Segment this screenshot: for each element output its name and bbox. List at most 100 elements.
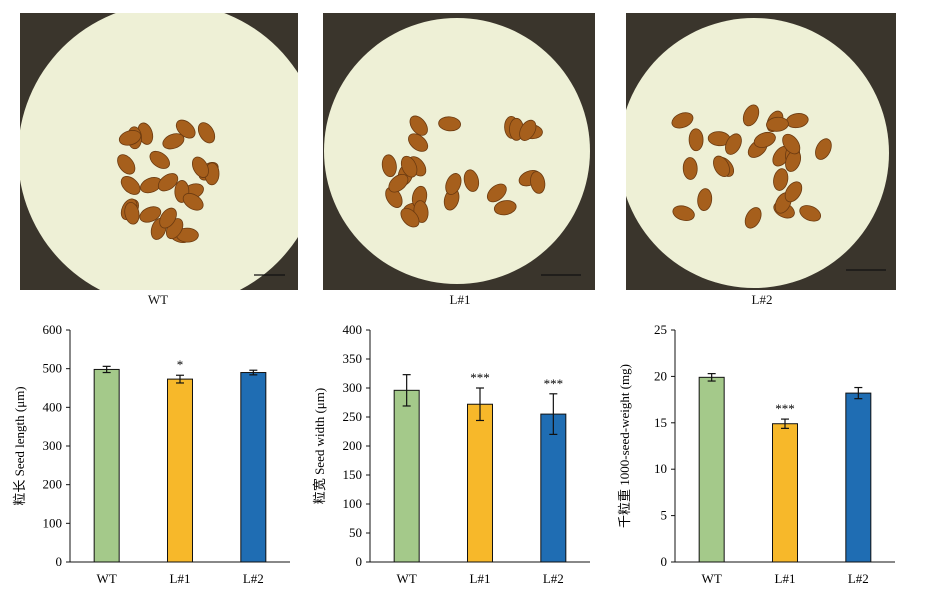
y-tick-label: 400: [343, 322, 363, 337]
seed: [400, 207, 420, 228]
significance-marker: ***: [470, 370, 490, 385]
y-tick-label: 25: [654, 322, 667, 337]
x-tick-label: WT: [97, 571, 117, 586]
bar-l1: [772, 423, 798, 563]
error-bar: [176, 374, 184, 384]
seed: [671, 112, 694, 129]
seed: [400, 155, 418, 178]
y-tick-label: 0: [56, 554, 63, 569]
y-tick-label: 250: [343, 409, 363, 424]
seed: [742, 104, 760, 127]
seed: [725, 133, 742, 155]
y-tick-label: 150: [343, 467, 363, 482]
seed: [124, 201, 140, 225]
seed: [688, 128, 704, 152]
seed: [408, 133, 429, 152]
y-tick-label: 100: [343, 496, 363, 511]
y-tick-label: 15: [654, 415, 667, 430]
y-tick-label: 400: [43, 399, 63, 414]
seed: [117, 154, 136, 175]
y-tick-label: 50: [349, 525, 362, 540]
seed: [753, 131, 776, 148]
seed: [782, 133, 801, 155]
bar-l2: [240, 372, 267, 563]
seed: [486, 183, 507, 203]
error-bar: [549, 393, 558, 436]
y-tick-label: 200: [343, 438, 363, 453]
seed: [197, 122, 216, 144]
seed: [815, 138, 832, 160]
seed: [438, 116, 461, 132]
x-tick-label: L#1: [170, 571, 191, 586]
bar-l1: [467, 403, 493, 563]
seed-cluster: [381, 115, 546, 228]
y-tick-label: 20: [654, 368, 667, 383]
y-tick-label: 200: [43, 477, 63, 492]
seed: [773, 168, 789, 191]
seed: [182, 193, 204, 211]
bar-l2: [540, 413, 567, 563]
seed: [175, 119, 196, 139]
seed-cluster: [671, 104, 832, 229]
y-axis-label: 粒长 Seed length (μm): [12, 386, 27, 505]
seed: [162, 133, 185, 150]
y-tick-label: 600: [43, 322, 63, 337]
error-bar: [402, 374, 411, 407]
seed: [409, 115, 428, 136]
seed: [799, 205, 822, 222]
y-tick-label: 500: [43, 361, 63, 376]
seed: [445, 173, 462, 195]
seed: [157, 173, 179, 192]
chart-seed-width-svg: 0 50 100 150 200 250 300 350 400 粒宽 Seed width (μ…: [312, 322, 590, 586]
seed-photo-wt-image: [20, 13, 298, 290]
seed: [120, 176, 141, 195]
seed: [493, 200, 517, 216]
seed: [697, 188, 713, 211]
bar-wt: [393, 389, 420, 563]
bar-l2: [845, 392, 872, 563]
y-tick-label: 5: [661, 508, 668, 523]
seed-photo-l1: [323, 13, 595, 290]
seed: [519, 119, 537, 141]
seed: [388, 173, 409, 193]
y-axis-label: 粒宽 Seed width (μm): [312, 388, 327, 504]
bar-wt: [93, 368, 120, 563]
y-tick-label: 0: [356, 554, 363, 569]
error-bar: [854, 386, 863, 400]
x-tick-label: L#2: [243, 571, 264, 586]
y-tick-label: 0: [661, 554, 668, 569]
seed: [713, 155, 730, 178]
chart-seed-weight-svg: 0 5 10 15 20 25 千粒重 1000-seed-weight (mg) WT ***…: [617, 322, 895, 586]
significance-marker: *: [177, 357, 184, 372]
x-tick-label: L#2: [848, 571, 869, 586]
seed: [139, 206, 162, 223]
seed: [463, 169, 480, 192]
seed: [149, 150, 170, 169]
significance-marker: ***: [544, 376, 564, 391]
x-tick-label: WT: [702, 571, 722, 586]
seed: [682, 157, 698, 180]
x-tick-label: WT: [397, 571, 417, 586]
error-bar: [707, 373, 716, 382]
error-bar: [781, 418, 789, 429]
photo-caption-wt: WT: [147, 292, 169, 307]
x-tick-label: L#1: [470, 571, 491, 586]
seed-cluster: [117, 119, 220, 243]
seed: [191, 156, 209, 178]
seed: [159, 207, 177, 229]
seed: [672, 205, 695, 221]
chart-seed-width: 0 50 100 150 200 250 300 350 400 粒宽 Seed width (μ…: [300, 318, 600, 610]
seed-photo-l1-image: [324, 18, 590, 284]
seed-photo-l2-image: [626, 18, 889, 288]
photo-caption-l1: L#1: [449, 292, 471, 307]
seed: [118, 130, 142, 146]
seed: [530, 171, 546, 194]
y-axis-label: 千粒重 1000-seed-weight (mg): [617, 364, 632, 528]
y-tick-label: 10: [654, 461, 667, 476]
y-tick-label: 100: [43, 515, 63, 530]
seed-photo-wt: [20, 13, 298, 290]
seed-photo-l2: [626, 13, 896, 290]
y-tick-label: 300: [343, 380, 363, 395]
seed: [744, 207, 762, 229]
bar-wt: [698, 376, 725, 563]
